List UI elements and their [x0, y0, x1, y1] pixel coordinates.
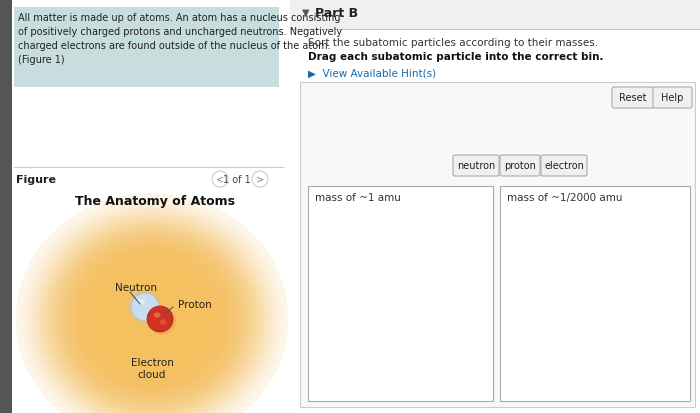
Ellipse shape — [137, 299, 145, 305]
Bar — [0, 0, 290, 413]
Text: Proton: Proton — [178, 299, 211, 309]
Text: Neutron: Neutron — [115, 282, 157, 292]
Ellipse shape — [35, 211, 269, 413]
Circle shape — [158, 317, 163, 323]
Ellipse shape — [126, 295, 178, 343]
Ellipse shape — [100, 271, 204, 367]
Ellipse shape — [113, 283, 191, 355]
Ellipse shape — [65, 240, 239, 399]
Ellipse shape — [144, 311, 161, 327]
Text: Drag each subatomic particle into the correct bin.: Drag each subatomic particle into the co… — [308, 52, 603, 62]
Ellipse shape — [139, 307, 165, 331]
Text: proton: proton — [504, 161, 536, 171]
FancyBboxPatch shape — [308, 187, 493, 401]
Circle shape — [252, 171, 268, 188]
Ellipse shape — [70, 243, 234, 395]
FancyBboxPatch shape — [612, 88, 654, 109]
Text: Help: Help — [662, 93, 684, 103]
Ellipse shape — [15, 194, 288, 413]
Circle shape — [138, 300, 150, 313]
Ellipse shape — [27, 204, 278, 413]
Text: Reset: Reset — [620, 93, 647, 103]
Ellipse shape — [134, 303, 169, 335]
Circle shape — [131, 293, 156, 318]
FancyBboxPatch shape — [300, 83, 695, 407]
FancyBboxPatch shape — [453, 156, 499, 177]
Text: Electron
cloud: Electron cloud — [131, 357, 174, 380]
Circle shape — [131, 293, 159, 321]
Ellipse shape — [118, 287, 187, 351]
Text: >: > — [256, 175, 264, 185]
Circle shape — [160, 319, 166, 325]
Circle shape — [212, 171, 228, 188]
Ellipse shape — [22, 199, 282, 413]
Circle shape — [155, 314, 167, 325]
Text: electron: electron — [544, 161, 584, 171]
Text: ▼: ▼ — [302, 8, 309, 18]
Circle shape — [153, 312, 169, 329]
FancyBboxPatch shape — [500, 156, 540, 177]
Ellipse shape — [153, 313, 160, 318]
Ellipse shape — [96, 267, 209, 371]
Bar — [290, 0, 700, 30]
Ellipse shape — [74, 247, 230, 391]
Bar — [0, 0, 12, 413]
Ellipse shape — [91, 263, 213, 375]
FancyBboxPatch shape — [653, 88, 692, 109]
Circle shape — [127, 289, 159, 321]
Ellipse shape — [108, 279, 195, 359]
Ellipse shape — [87, 259, 217, 379]
Text: Part B: Part B — [315, 7, 358, 20]
Ellipse shape — [57, 231, 247, 407]
Circle shape — [147, 306, 173, 332]
Text: mass of ~1/2000 amu: mass of ~1/2000 amu — [507, 192, 622, 202]
Text: All matter is made up of atoms. An atom has a nucleus consisting
of positively c: All matter is made up of atoms. An atom … — [18, 13, 342, 65]
Circle shape — [141, 304, 148, 310]
Ellipse shape — [104, 275, 200, 363]
Circle shape — [136, 298, 152, 314]
Text: Figure: Figure — [16, 175, 56, 185]
Ellipse shape — [78, 252, 225, 387]
Text: ▶  View Available Hint(s): ▶ View Available Hint(s) — [308, 68, 436, 78]
Circle shape — [148, 307, 176, 335]
Circle shape — [154, 313, 168, 327]
Circle shape — [150, 310, 173, 332]
Circle shape — [129, 291, 158, 320]
Circle shape — [132, 295, 155, 317]
Text: neutron: neutron — [457, 161, 495, 171]
Ellipse shape — [52, 228, 252, 411]
Circle shape — [134, 297, 153, 316]
Text: Sort the subatomic particles according to their masses.: Sort the subatomic particles according t… — [308, 38, 598, 48]
Text: 1 of 1: 1 of 1 — [223, 175, 251, 185]
Text: mass of ~1 amu: mass of ~1 amu — [315, 192, 401, 202]
Ellipse shape — [31, 207, 273, 413]
Ellipse shape — [43, 219, 260, 413]
Text: <: < — [216, 175, 224, 185]
FancyBboxPatch shape — [14, 8, 279, 88]
Circle shape — [149, 309, 174, 334]
Circle shape — [159, 318, 162, 321]
Circle shape — [144, 306, 146, 309]
Ellipse shape — [148, 315, 156, 323]
Circle shape — [139, 302, 149, 311]
Ellipse shape — [39, 216, 265, 413]
Circle shape — [152, 311, 172, 330]
Ellipse shape — [48, 223, 256, 413]
FancyBboxPatch shape — [541, 156, 587, 177]
Ellipse shape — [122, 291, 182, 347]
Bar — [290, 0, 700, 413]
Ellipse shape — [83, 255, 221, 383]
Ellipse shape — [130, 299, 174, 339]
Text: The Anatomy of Atoms: The Anatomy of Atoms — [75, 195, 235, 207]
FancyBboxPatch shape — [500, 187, 690, 401]
Circle shape — [156, 316, 164, 324]
Ellipse shape — [61, 235, 243, 403]
